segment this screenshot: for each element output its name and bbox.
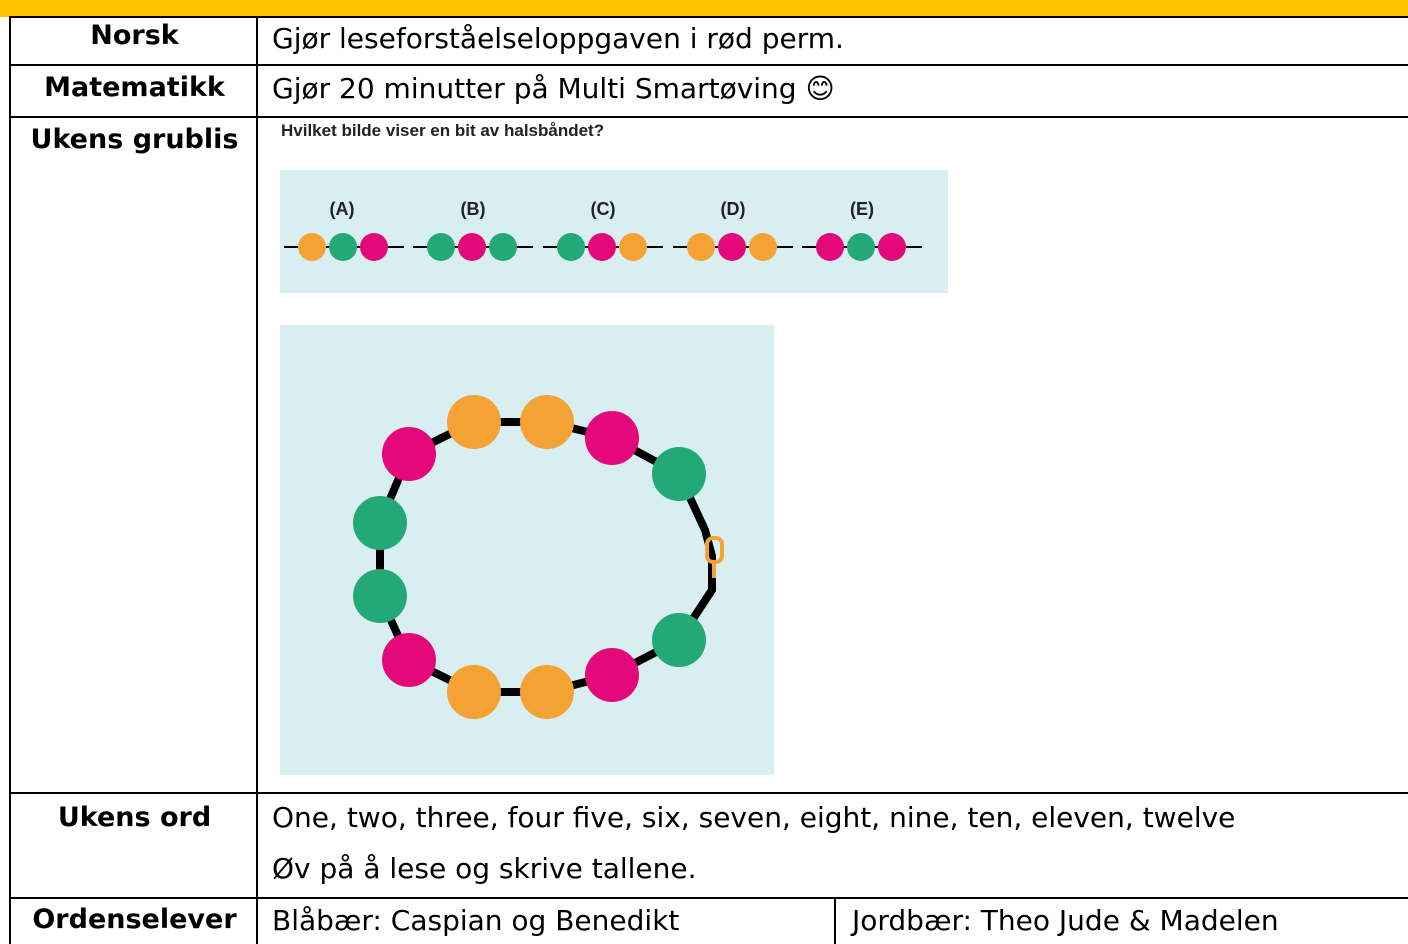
bead bbox=[353, 569, 407, 623]
row-label: Ukens grublis bbox=[30, 124, 239, 155]
bead bbox=[718, 233, 746, 261]
bead bbox=[298, 233, 326, 261]
rule bbox=[10, 792, 1408, 794]
bead bbox=[557, 233, 585, 261]
question: Hvilket bilde viser en bit av halsbåndet… bbox=[281, 121, 604, 140]
bead bbox=[447, 395, 501, 449]
header-band bbox=[0, 0, 1408, 17]
necklace-chain bbox=[376, 418, 716, 696]
option-label: (B) bbox=[461, 199, 486, 219]
bead bbox=[360, 233, 388, 261]
row-text: One, two, three, four five, six, seven, … bbox=[272, 801, 1236, 834]
bead bbox=[382, 427, 436, 481]
row-label: Ukens ord bbox=[57, 802, 212, 833]
row-text: Jordbær: Theo Jude & Madelen bbox=[852, 904, 1279, 937]
bead bbox=[588, 233, 616, 261]
option-label: (E) bbox=[850, 199, 874, 219]
bead bbox=[382, 633, 436, 687]
row-text: Gjør 20 minutter på Multi Smartøving 😊 bbox=[272, 72, 835, 105]
rule bbox=[10, 16, 1408, 18]
option-label: (D) bbox=[721, 199, 746, 219]
row-text: Øv på å lese og skrive tallene. bbox=[272, 852, 697, 885]
necklace-beads bbox=[353, 395, 706, 719]
rule bbox=[10, 64, 1408, 66]
row-label: Norsk bbox=[90, 20, 179, 51]
bead bbox=[847, 233, 875, 261]
bead bbox=[652, 613, 706, 667]
bead bbox=[619, 233, 647, 261]
bead bbox=[816, 233, 844, 261]
puzzle-figure: Hvilket bilde viser en bit av halsbåndet… bbox=[280, 121, 948, 775]
bead bbox=[447, 665, 501, 719]
option-label: (A) bbox=[330, 199, 355, 219]
bead bbox=[329, 233, 357, 261]
rule bbox=[834, 897, 836, 944]
rule bbox=[10, 897, 1408, 899]
options: (A) (B) (C) (D) (E) bbox=[284, 199, 922, 261]
bead bbox=[878, 233, 906, 261]
row-text: Gjør leseforståelseloppgaven i rød perm. bbox=[272, 22, 844, 55]
row-text: Blåbær: Caspian og Benedikt bbox=[272, 904, 680, 937]
bead bbox=[585, 648, 639, 702]
bead bbox=[353, 496, 407, 550]
bead bbox=[427, 233, 455, 261]
bead bbox=[458, 233, 486, 261]
rule bbox=[10, 116, 1408, 118]
options-panel bbox=[280, 170, 948, 293]
bead bbox=[520, 665, 574, 719]
row-label: Matematikk bbox=[44, 72, 225, 103]
bead bbox=[652, 447, 706, 501]
bead bbox=[585, 411, 639, 465]
row-label: Ordenselever bbox=[32, 904, 237, 935]
bead bbox=[489, 233, 517, 261]
rule bbox=[256, 16, 258, 944]
bead bbox=[749, 233, 777, 261]
bead bbox=[687, 233, 715, 261]
rule bbox=[9, 16, 11, 944]
option-label: (C) bbox=[591, 199, 616, 219]
bead bbox=[520, 395, 574, 449]
